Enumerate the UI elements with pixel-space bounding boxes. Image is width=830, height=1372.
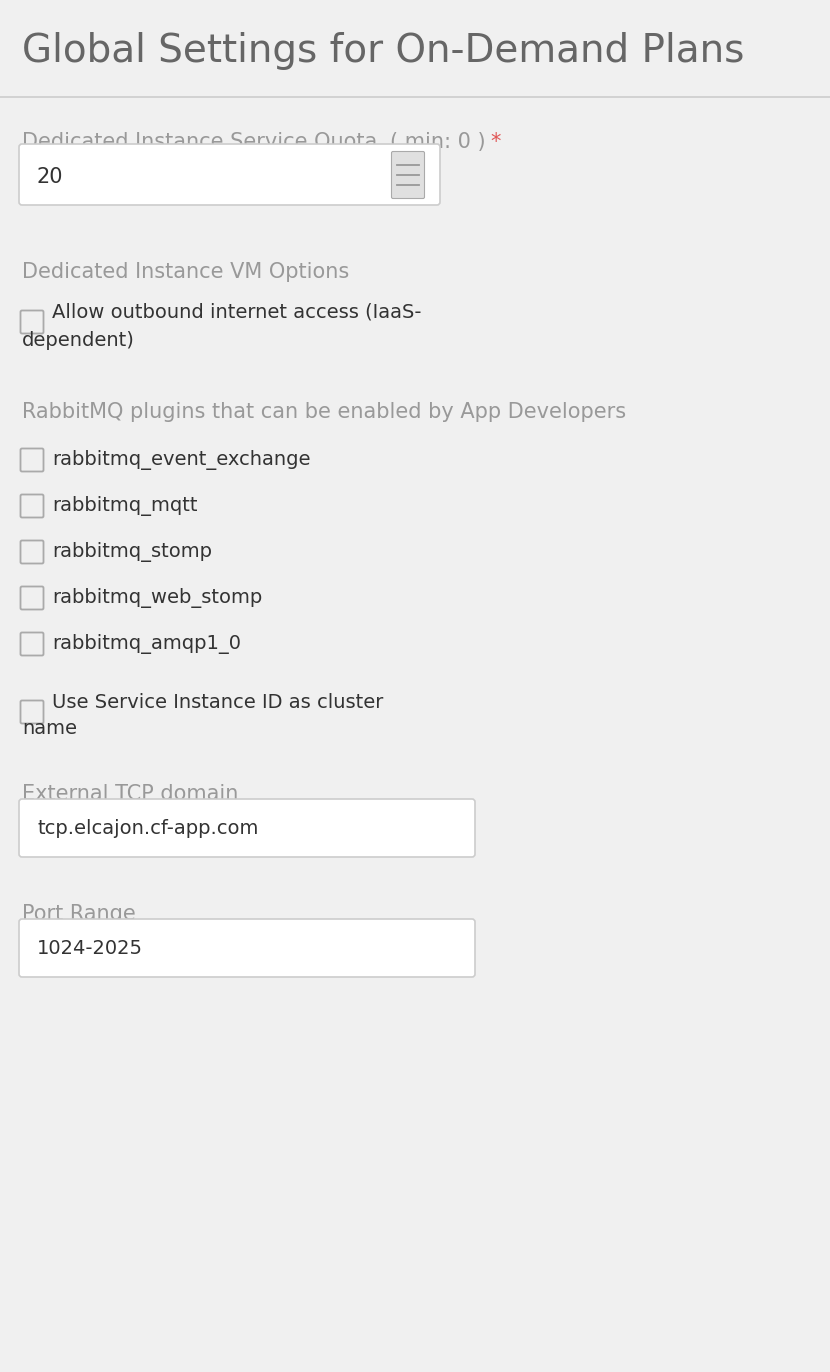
Text: rabbitmq_event_exchange: rabbitmq_event_exchange xyxy=(52,450,310,471)
FancyBboxPatch shape xyxy=(19,919,475,977)
Text: Dedicated Instance Service Quota: Dedicated Instance Service Quota xyxy=(22,132,378,152)
Text: 1024-2025: 1024-2025 xyxy=(37,940,143,959)
FancyBboxPatch shape xyxy=(21,310,43,333)
FancyBboxPatch shape xyxy=(392,151,424,199)
Text: RabbitMQ plugins that can be enabled by App Developers: RabbitMQ plugins that can be enabled by … xyxy=(22,402,626,423)
Text: rabbitmq_stomp: rabbitmq_stomp xyxy=(52,542,212,563)
Text: *: * xyxy=(490,132,500,152)
FancyBboxPatch shape xyxy=(21,449,43,472)
Text: rabbitmq_mqtt: rabbitmq_mqtt xyxy=(52,497,198,516)
Text: Global Settings for On-Demand Plans: Global Settings for On-Demand Plans xyxy=(22,32,745,70)
FancyBboxPatch shape xyxy=(21,701,43,723)
Text: Dedicated Instance VM Options: Dedicated Instance VM Options xyxy=(22,262,349,283)
Text: Port Range: Port Range xyxy=(22,904,136,923)
FancyBboxPatch shape xyxy=(21,494,43,517)
Text: name: name xyxy=(22,719,77,738)
Text: Allow outbound internet access (IaaS-: Allow outbound internet access (IaaS- xyxy=(52,302,422,321)
Text: 20: 20 xyxy=(37,167,64,187)
FancyBboxPatch shape xyxy=(19,799,475,858)
FancyBboxPatch shape xyxy=(21,541,43,564)
Text: Use Service Instance ID as cluster: Use Service Instance ID as cluster xyxy=(52,693,383,712)
Text: rabbitmq_web_stomp: rabbitmq_web_stomp xyxy=(52,589,262,608)
FancyBboxPatch shape xyxy=(21,586,43,609)
FancyBboxPatch shape xyxy=(19,144,440,204)
Text: External TCP domain: External TCP domain xyxy=(22,783,238,804)
Text: dependent): dependent) xyxy=(22,331,134,350)
Text: rabbitmq_amqp1_0: rabbitmq_amqp1_0 xyxy=(52,634,241,654)
Text: ( min: 0 ): ( min: 0 ) xyxy=(390,132,486,152)
FancyBboxPatch shape xyxy=(21,632,43,656)
Text: tcp.elcajon.cf-app.com: tcp.elcajon.cf-app.com xyxy=(37,819,258,838)
